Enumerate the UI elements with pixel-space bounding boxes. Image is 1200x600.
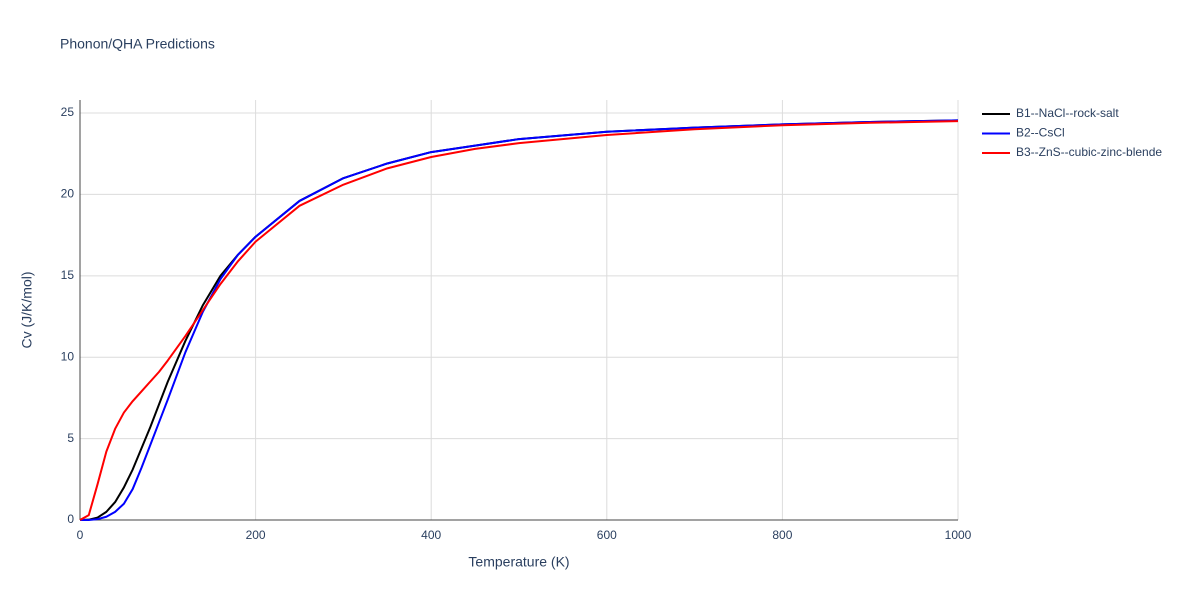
legend-label: B3--ZnS--cubic-zinc-blende <box>1016 145 1162 159</box>
y-tick-label: 10 <box>61 349 75 363</box>
y-tick-label: 5 <box>67 431 74 445</box>
series-line <box>79 119 959 521</box>
x-tick-label: 800 <box>772 528 792 542</box>
y-tick-label: 20 <box>61 187 75 201</box>
series-line <box>79 120 959 521</box>
y-tick-label: 0 <box>67 512 74 526</box>
chart-title: Phonon/QHA Predictions <box>60 36 215 52</box>
legend-label: B2--CsCl <box>1016 126 1065 140</box>
series-line <box>80 119 959 521</box>
legend-label: B1--NaCl--rock-salt <box>1016 106 1119 120</box>
x-tick-label: 1000 <box>945 528 972 542</box>
x-tick-label: 400 <box>421 528 441 542</box>
y-tick-label: 25 <box>61 105 75 119</box>
x-tick-label: 0 <box>77 528 84 542</box>
y-tick-label: 15 <box>61 268 75 282</box>
x-tick-label: 600 <box>597 528 617 542</box>
x-tick-label: 200 <box>246 528 266 542</box>
x-axis-title: Temperature (K) <box>468 554 569 570</box>
y-axis-title: Cv (J/K/mol) <box>19 272 35 349</box>
